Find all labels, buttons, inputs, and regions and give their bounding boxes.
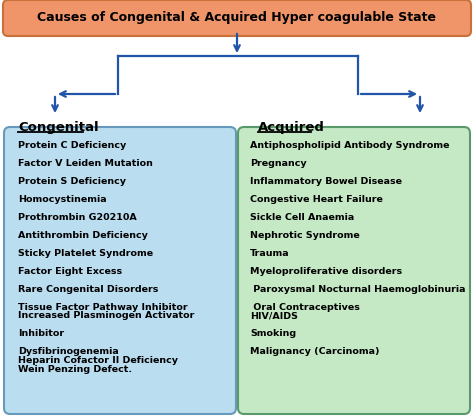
Text: Sticky Platelet Syndrome: Sticky Platelet Syndrome	[18, 249, 153, 258]
Text: Homocystinemia: Homocystinemia	[18, 195, 107, 204]
Text: HIV/AIDS: HIV/AIDS	[250, 312, 298, 320]
Text: Nephrotic Syndrome: Nephrotic Syndrome	[250, 231, 360, 240]
Text: Dysfibrinogenemia: Dysfibrinogenemia	[18, 347, 119, 357]
Text: Pregnancy: Pregnancy	[250, 159, 307, 168]
Text: Heparin Cofactor II Deficiency: Heparin Cofactor II Deficiency	[18, 356, 178, 365]
Text: Protein C Deficiency: Protein C Deficiency	[18, 141, 126, 150]
FancyBboxPatch shape	[4, 127, 236, 414]
Text: Inflammatory Bowel Disease: Inflammatory Bowel Disease	[250, 177, 402, 186]
Text: Tissue Factor Pathway Inhibitor: Tissue Factor Pathway Inhibitor	[18, 303, 188, 312]
FancyBboxPatch shape	[3, 0, 471, 36]
Text: Trauma: Trauma	[250, 249, 290, 258]
Text: Malignancy (Carcinoma): Malignancy (Carcinoma)	[250, 347, 380, 357]
Text: Wein Penzing Defect.: Wein Penzing Defect.	[18, 364, 132, 374]
Text: Antithrombin Deficiency: Antithrombin Deficiency	[18, 231, 148, 240]
FancyBboxPatch shape	[238, 127, 470, 414]
Text: Congenital: Congenital	[18, 121, 99, 134]
Text: Increased Plasminogen Activator: Increased Plasminogen Activator	[18, 312, 194, 320]
Text: Factor V Leiden Mutation: Factor V Leiden Mutation	[18, 159, 153, 168]
Text: Acquired: Acquired	[258, 121, 325, 134]
Text: Prothrombin G20210A: Prothrombin G20210A	[18, 213, 137, 222]
Text: Myeloproliferative disorders: Myeloproliferative disorders	[250, 267, 402, 276]
Text: Inhibitor: Inhibitor	[18, 329, 64, 339]
Text: Smoking: Smoking	[250, 329, 296, 339]
Text: Factor Eight Excess: Factor Eight Excess	[18, 267, 122, 276]
Text: Protein S Deficiency: Protein S Deficiency	[18, 177, 126, 186]
Text: Antiphospholipid Antibody Syndrome: Antiphospholipid Antibody Syndrome	[250, 141, 449, 150]
Text: Causes of Congenital & Acquired Hyper coagulable State: Causes of Congenital & Acquired Hyper co…	[37, 12, 437, 25]
Text: Sickle Cell Anaemia: Sickle Cell Anaemia	[250, 213, 354, 222]
Text: Congestive Heart Failure: Congestive Heart Failure	[250, 195, 383, 204]
Text: Paroxysmal Nocturnal Haemoglobinuria: Paroxysmal Nocturnal Haemoglobinuria	[250, 285, 465, 294]
Text: Oral Contraceptives: Oral Contraceptives	[250, 303, 360, 312]
Text: Rare Congenital Disorders: Rare Congenital Disorders	[18, 285, 158, 294]
